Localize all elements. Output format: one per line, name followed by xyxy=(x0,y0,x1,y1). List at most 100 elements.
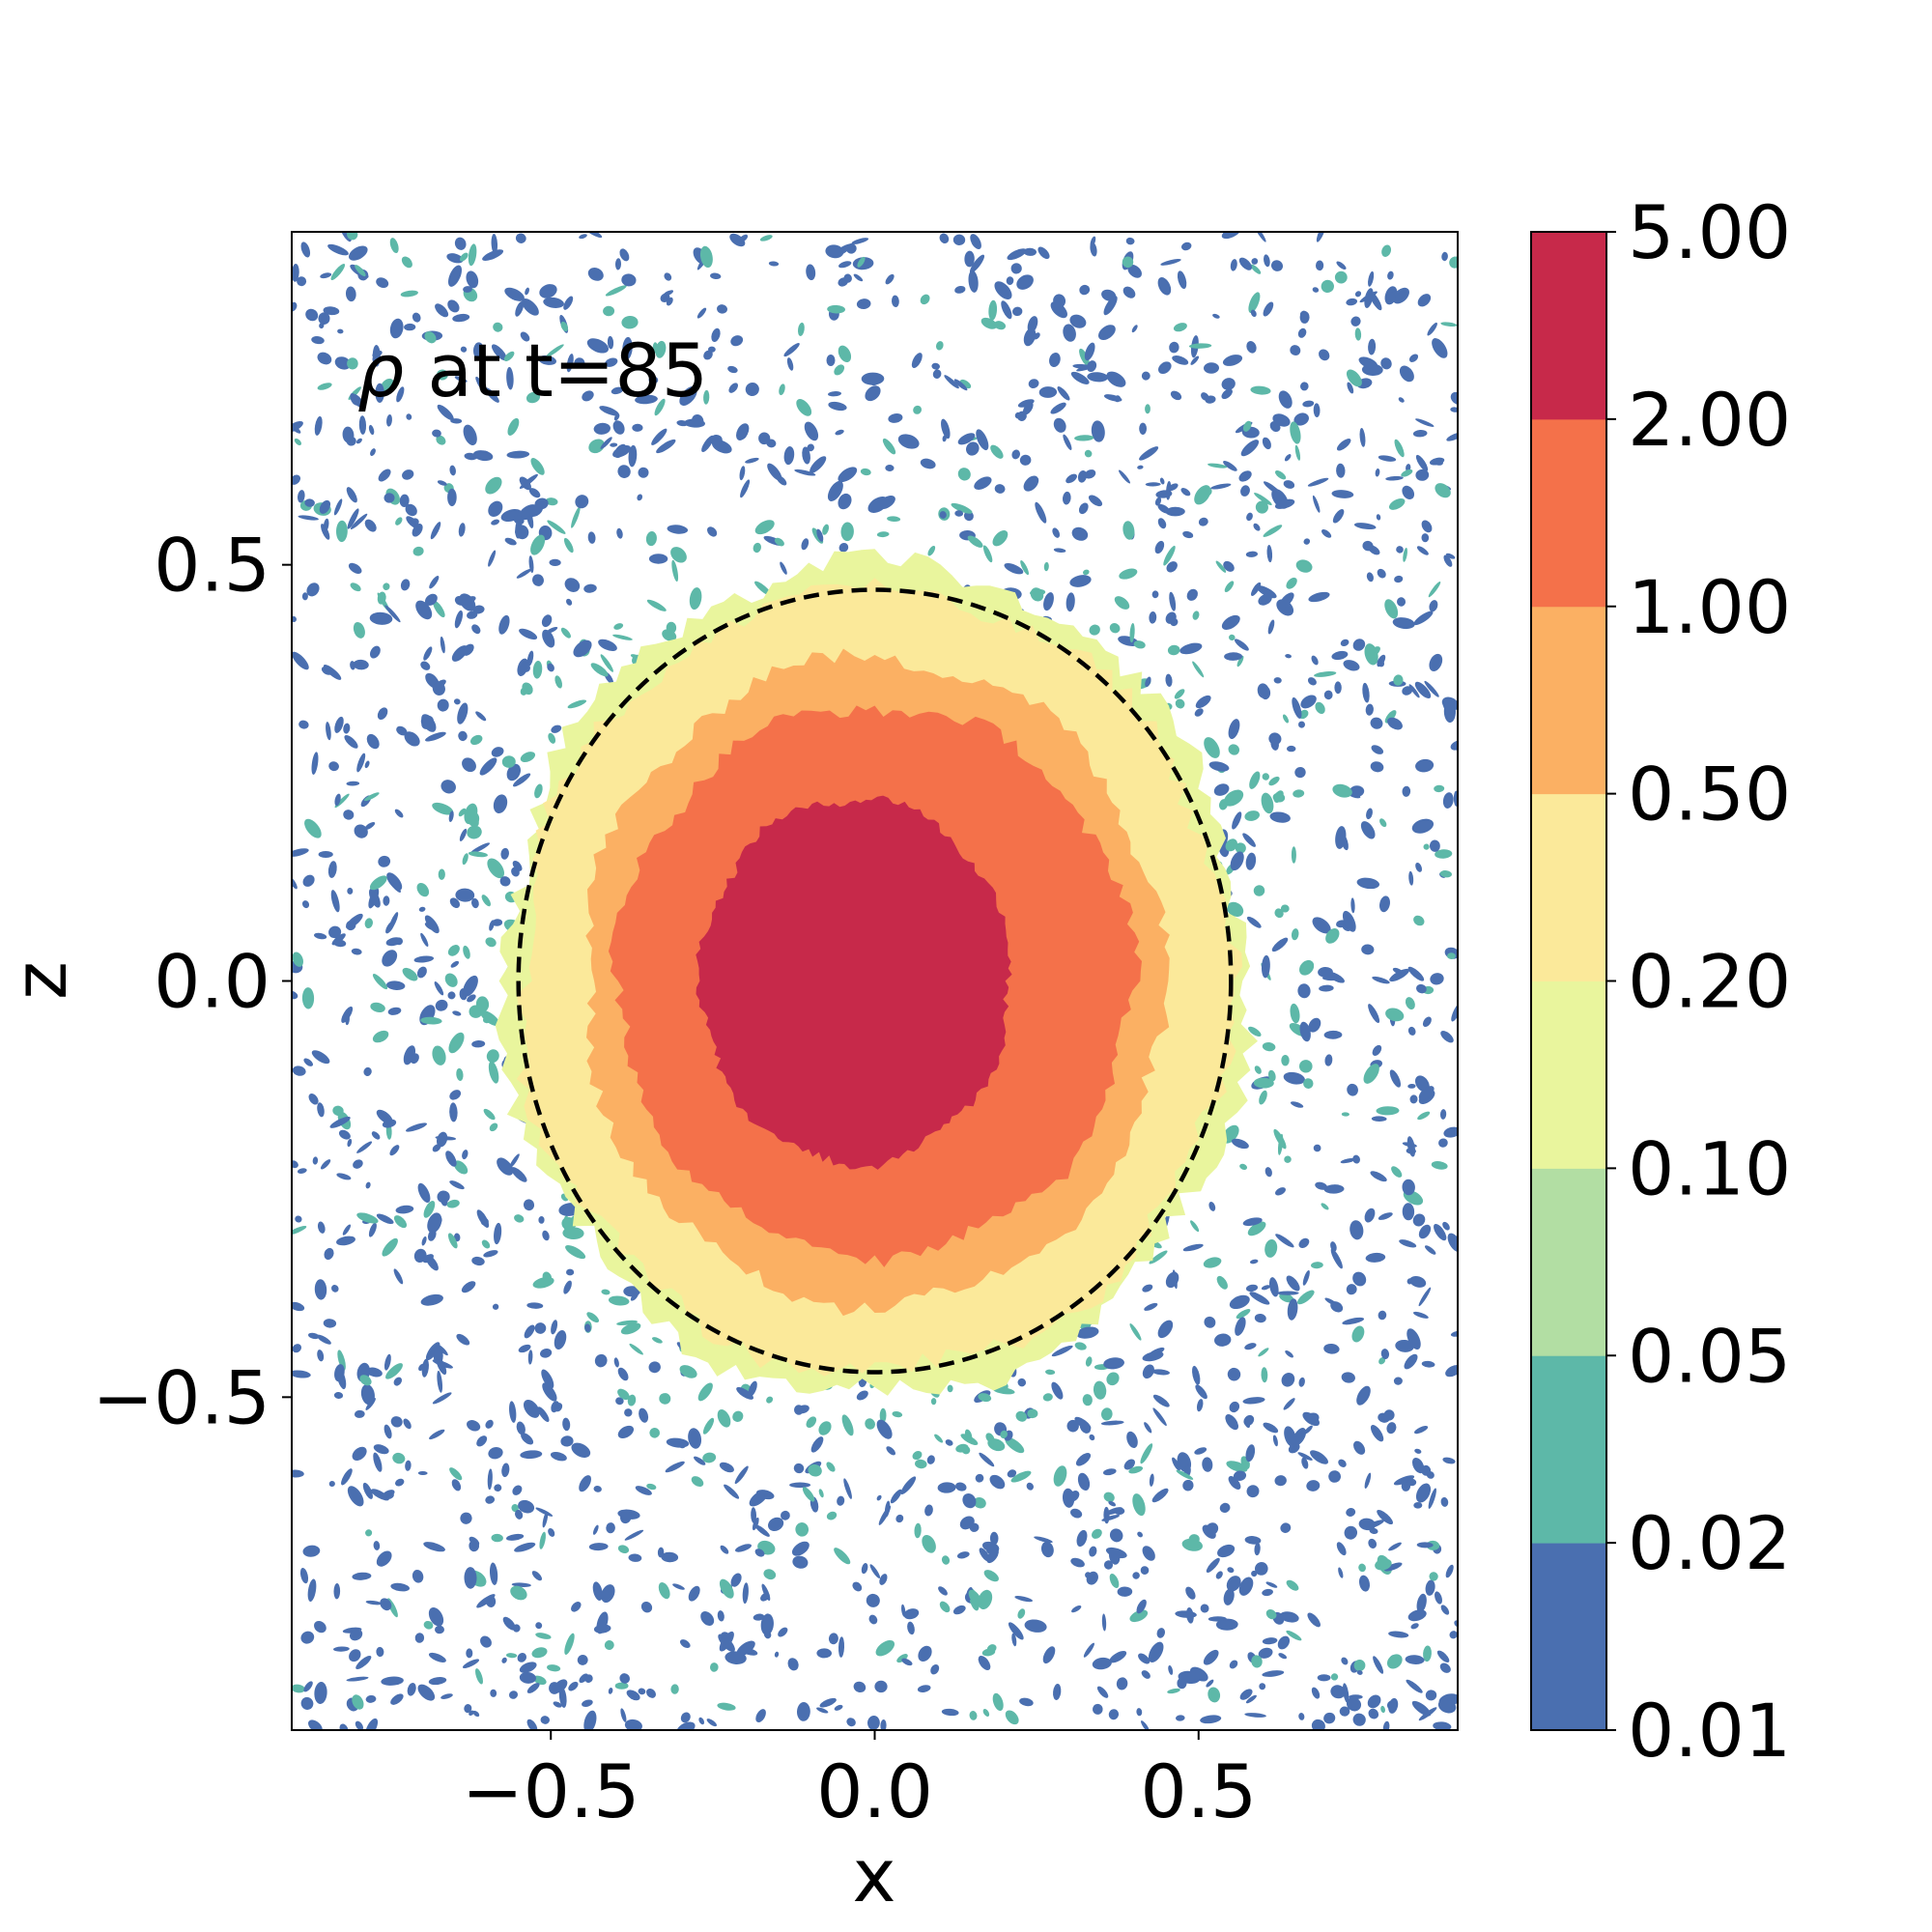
density-speckle xyxy=(512,1624,521,1633)
density-speckle xyxy=(353,621,365,639)
density-speckle xyxy=(1214,1333,1232,1347)
density-speckle xyxy=(1156,1628,1166,1638)
density-speckle xyxy=(346,436,356,446)
density-speckle xyxy=(1242,1217,1263,1227)
density-speckle xyxy=(560,321,569,332)
density-speckle xyxy=(786,357,794,371)
density-speckle xyxy=(482,249,504,261)
density-speckle xyxy=(774,537,784,547)
density-speckle xyxy=(1233,1470,1247,1481)
density-speckle xyxy=(365,1529,373,1537)
density-speckle xyxy=(1280,1522,1292,1533)
density-speckle xyxy=(1204,362,1219,374)
density-speckle xyxy=(475,996,490,1012)
density-speckle xyxy=(440,780,456,794)
density-speckle xyxy=(1414,1425,1429,1435)
density-speckle xyxy=(1253,523,1261,531)
density-speckle xyxy=(1298,1713,1305,1720)
density-speckle xyxy=(1228,744,1240,755)
density-speckle xyxy=(525,287,529,296)
density-speckle xyxy=(876,531,890,538)
density-speckle xyxy=(1341,1112,1350,1117)
density-speckle xyxy=(464,1704,472,1714)
density-speckle xyxy=(531,1571,542,1581)
density-speckle xyxy=(1129,623,1135,643)
density-speckle xyxy=(1368,1004,1380,1024)
colorbar-tick-label: 1.00 xyxy=(1628,564,1791,650)
density-speckle xyxy=(1236,655,1244,668)
density-speckle xyxy=(721,1632,729,1639)
density-speckle xyxy=(1087,372,1109,383)
density-speckle xyxy=(460,1512,472,1524)
density-speckle xyxy=(453,698,461,705)
density-speckle xyxy=(485,1419,494,1429)
density-speckle xyxy=(489,1122,498,1132)
density-speckle xyxy=(528,555,534,574)
density-speckle xyxy=(1190,355,1200,365)
density-speckle xyxy=(1075,1453,1092,1466)
density-speckle xyxy=(1028,379,1039,388)
density-speckle xyxy=(1317,1674,1331,1682)
density-speckle xyxy=(1415,469,1430,481)
density-speckle xyxy=(1418,1086,1435,1100)
density-speckle xyxy=(1176,1715,1185,1721)
density-speckle xyxy=(1223,560,1235,572)
density-speckle xyxy=(469,842,491,854)
density-speckle xyxy=(1053,548,1066,554)
density-speckle xyxy=(383,895,390,906)
density-speckle xyxy=(1268,776,1280,786)
density-speckle xyxy=(488,550,497,567)
density-speckle xyxy=(454,237,467,250)
density-speckle xyxy=(499,876,511,887)
density-speckle xyxy=(1244,1343,1257,1350)
density-speckle xyxy=(1226,1461,1248,1472)
density-speckle xyxy=(1265,1581,1278,1588)
density-speckle xyxy=(1413,1501,1423,1509)
density-speckle xyxy=(1050,301,1067,319)
density-speckle xyxy=(1428,1488,1436,1509)
density-speckle xyxy=(1195,1384,1208,1400)
density-speckle xyxy=(417,1684,436,1701)
density-speckle xyxy=(767,463,782,481)
density-speckle xyxy=(527,1350,533,1365)
density-speckle xyxy=(1315,1181,1327,1190)
density-speckle xyxy=(449,1467,463,1481)
density-speckle xyxy=(462,1150,469,1160)
density-speckle xyxy=(1439,870,1452,878)
density-speckle xyxy=(1085,1356,1093,1367)
density-speckle xyxy=(605,285,627,297)
density-speckle xyxy=(314,1682,327,1704)
density-speckle xyxy=(1272,792,1286,803)
density-speckle xyxy=(1424,1245,1436,1255)
density-speckle xyxy=(583,583,597,593)
density-speckle xyxy=(1229,634,1236,641)
density-speckle xyxy=(1297,327,1307,338)
density-speckle xyxy=(639,1407,649,1423)
density-speckle xyxy=(1254,1313,1266,1323)
density-speckle xyxy=(388,912,399,931)
contour-layer xyxy=(495,549,1258,1396)
density-speckle xyxy=(437,1344,448,1356)
density-speckle xyxy=(331,1285,339,1293)
density-speckle xyxy=(1415,454,1429,471)
density-speckle xyxy=(1140,1566,1150,1575)
density-speckle xyxy=(461,1281,476,1293)
density-speckle xyxy=(594,1353,608,1368)
density-speckle xyxy=(1122,521,1135,540)
density-speckle xyxy=(1321,529,1332,538)
density-speckle xyxy=(825,244,844,259)
density-speckle xyxy=(1246,916,1262,928)
density-speckle xyxy=(498,614,510,635)
density-speckle xyxy=(1271,937,1289,952)
density-speckle xyxy=(514,1542,536,1552)
density-speckle xyxy=(1142,1546,1155,1561)
density-speckle xyxy=(935,341,944,351)
density-speckle xyxy=(753,542,761,554)
density-speckle xyxy=(1235,1317,1246,1336)
density-speckle xyxy=(1239,1163,1248,1171)
density-speckle xyxy=(463,975,478,997)
density-speckle xyxy=(1200,1715,1222,1724)
density-speckle xyxy=(319,323,325,329)
density-speckle xyxy=(489,1562,498,1585)
